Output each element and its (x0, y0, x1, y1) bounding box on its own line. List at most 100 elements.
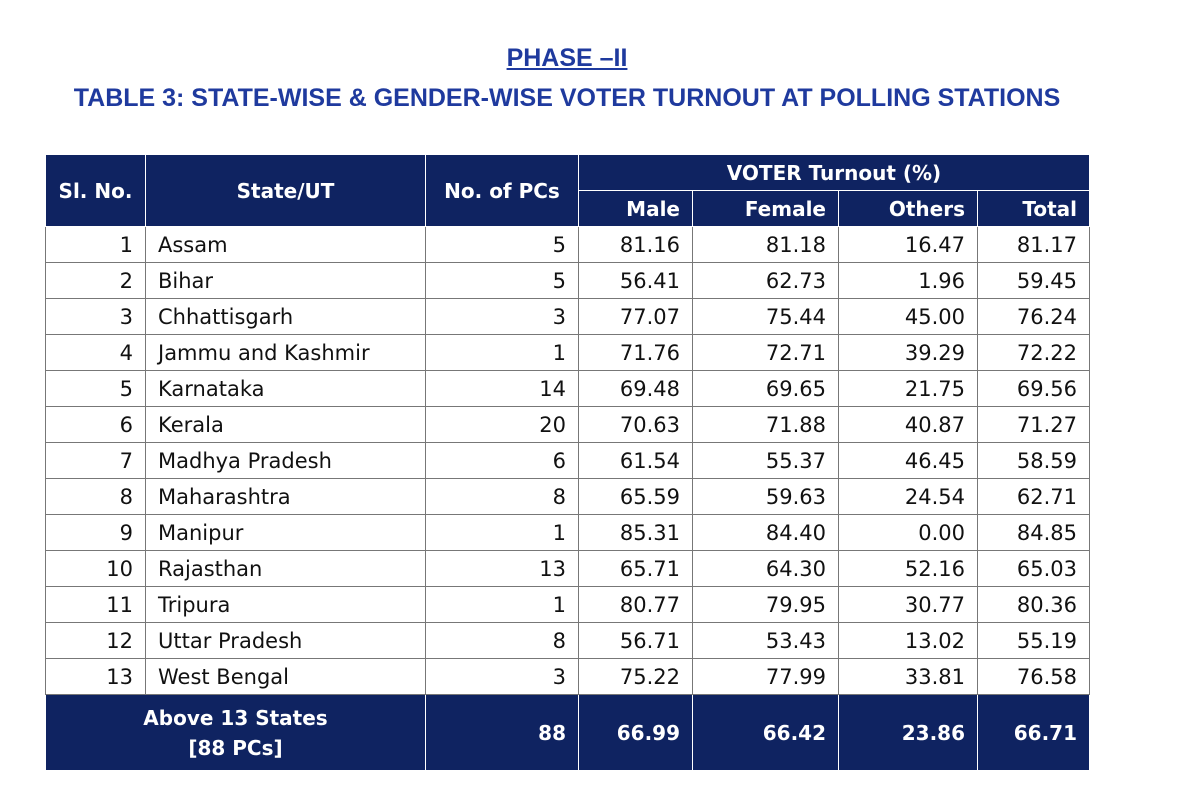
header-cell: Male (578, 190, 693, 227)
table-cell: 46.45 (838, 442, 978, 479)
header-cell: No. of PCs (425, 154, 579, 227)
table-cell: 0.00 (838, 514, 978, 551)
table-cell: 13 (425, 550, 579, 587)
table-cell: 56.41 (578, 262, 693, 299)
table-row: 9 Manipur 1 85.31 84.40 0.00 84.85 (45, 514, 1090, 551)
table-cell: 59.45 (977, 262, 1090, 299)
header-cell: Total (977, 190, 1090, 227)
total-label-cell: Above 13 States [88 PCs] (45, 694, 426, 771)
header-cell: Sl. No. (45, 154, 146, 227)
table-cell: 69.48 (578, 370, 693, 407)
total-row: Above 13 States [88 PCs] 88 66.99 66.42 23.8… (45, 694, 1090, 771)
table-row: 5 Karnataka 14 69.48 69.65 21.75 69.56 (45, 370, 1090, 407)
table-row: 8 Maharashtra 8 65.59 59.63 24.54 62.71 (45, 478, 1090, 515)
table-cell: 80.77 (578, 586, 693, 623)
table-cell: Chhattisgarh (145, 298, 426, 335)
table-cell: 3 (425, 658, 579, 695)
table-cell: 55.19 (977, 622, 1090, 659)
table-cell: 76.24 (977, 298, 1090, 335)
table-body: 1 Assam 5 81.16 81.18 16.47 81.17 2 Bihar 5 56.41 6… (45, 226, 1090, 695)
table-cell: Uttar Pradesh (145, 622, 426, 659)
table-cell: 12 (45, 622, 146, 659)
total-cell: 66.71 (977, 694, 1090, 771)
table-cell: 64.30 (692, 550, 839, 587)
header-cell: State/UT (145, 154, 426, 227)
table-cell: Karnataka (145, 370, 426, 407)
table-cell: 75.44 (692, 298, 839, 335)
table-cell: 9 (45, 514, 146, 551)
table-cell: 1 (425, 586, 579, 623)
total-cell: 66.42 (692, 694, 839, 771)
table-row: 10 Rajasthan 13 65.71 64.30 52.16 65.03 (45, 550, 1090, 587)
table-row: 11 Tripura 1 80.77 79.95 30.77 80.36 (45, 586, 1090, 623)
table-cell: 55.37 (692, 442, 839, 479)
table-cell: 69.65 (692, 370, 839, 407)
table-cell: Madhya Pradesh (145, 442, 426, 479)
table-cell: 84.40 (692, 514, 839, 551)
table-cell: 13 (45, 658, 146, 695)
table-row: 12 Uttar Pradesh 8 56.71 53.43 13.02 55.19 (45, 622, 1090, 659)
table-cell: 76.58 (977, 658, 1090, 695)
table-cell: 77.07 (578, 298, 693, 335)
table-cell: 8 (45, 478, 146, 515)
table-cell: 16.47 (838, 226, 978, 263)
table-cell: 70.63 (578, 406, 693, 443)
table-cell: 3 (425, 298, 579, 335)
table-cell: 85.31 (578, 514, 693, 551)
table-cell: 61.54 (578, 442, 693, 479)
table-cell: 4 (45, 334, 146, 371)
table-cell: Manipur (145, 514, 426, 551)
table-cell: 14 (425, 370, 579, 407)
table-row: 6 Kerala 20 70.63 71.88 40.87 71.27 (45, 406, 1090, 443)
table-row: 7 Madhya Pradesh 6 61.54 55.37 46.45 58.59 (45, 442, 1090, 479)
table-cell: 5 (45, 370, 146, 407)
table-cell: 3 (45, 298, 146, 335)
table-cell: 79.95 (692, 586, 839, 623)
table-cell: 58.59 (977, 442, 1090, 479)
turnout-table: Sl. No. State/UT No. of PCs VOTER Turnou… (45, 154, 1090, 771)
table-cell: Maharashtra (145, 478, 426, 515)
table-cell: 30.77 (838, 586, 978, 623)
header-cell: Female (692, 190, 839, 227)
table-cell: Tripura (145, 586, 426, 623)
table-cell: 59.63 (692, 478, 839, 515)
table-cell: 39.29 (838, 334, 978, 371)
table-cell: 53.43 (692, 622, 839, 659)
table-cell: 75.22 (578, 658, 693, 695)
table-cell: 65.03 (977, 550, 1090, 587)
table-cell: 65.59 (578, 478, 693, 515)
table-cell: 81.18 (692, 226, 839, 263)
table-row: 13 West Bengal 3 75.22 77.99 33.81 76.58 (45, 658, 1090, 695)
table-cell: 81.17 (977, 226, 1090, 263)
table-cell: Assam (145, 226, 426, 263)
table-cell: 1 (45, 226, 146, 263)
table-cell: 77.99 (692, 658, 839, 695)
table-cell: 80.36 (977, 586, 1090, 623)
table-cell: 6 (425, 442, 579, 479)
table-cell: 21.75 (838, 370, 978, 407)
table-cell: 71.27 (977, 406, 1090, 443)
table-cell: 13.02 (838, 622, 978, 659)
table-cell: 5 (425, 262, 579, 299)
table-cell: 65.71 (578, 550, 693, 587)
table-cell: West Bengal (145, 658, 426, 695)
table-cell: 52.16 (838, 550, 978, 587)
table-cell: Rajasthan (145, 550, 426, 587)
table-cell: 81.16 (578, 226, 693, 263)
table-cell: 71.76 (578, 334, 693, 371)
table-cell: 62.71 (977, 478, 1090, 515)
table-cell: 24.54 (838, 478, 978, 515)
table-row: 4 Jammu and Kashmir 1 71.76 72.71 39.29 72.22 (45, 334, 1090, 371)
table-cell: Kerala (145, 406, 426, 443)
table-cell: 5 (425, 226, 579, 263)
table-cell: 72.22 (977, 334, 1090, 371)
table-cell: 33.81 (838, 658, 978, 695)
table-cell: 1 (425, 514, 579, 551)
total-cell: 88 (425, 694, 579, 771)
table-cell: 20 (425, 406, 579, 443)
table-cell: 45.00 (838, 298, 978, 335)
table-cell: 8 (425, 622, 579, 659)
table-cell: 8 (425, 478, 579, 515)
table-cell: Bihar (145, 262, 426, 299)
table-cell: Jammu and Kashmir (145, 334, 426, 371)
